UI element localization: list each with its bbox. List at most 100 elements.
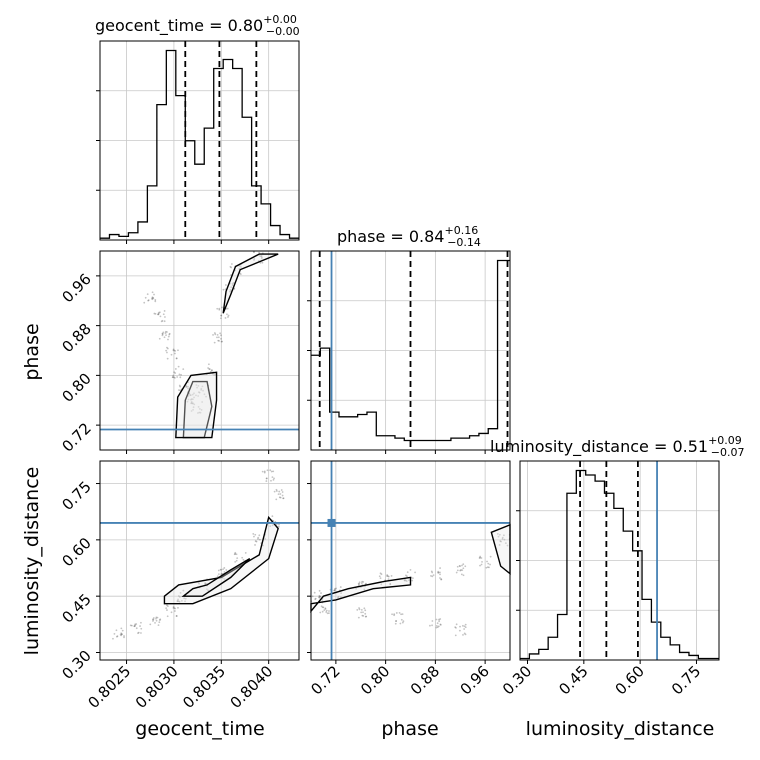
sample-point <box>140 632 142 634</box>
sample-point <box>226 313 228 316</box>
sample-point <box>275 488 278 491</box>
sample-point <box>464 623 467 626</box>
sample-point <box>411 579 414 582</box>
sample-point <box>270 470 273 473</box>
sample-point <box>319 595 322 598</box>
sample-point <box>358 583 361 585</box>
sample-point <box>459 625 461 628</box>
tick-label-y: 0.88 <box>58 320 94 356</box>
sample-point <box>191 393 194 396</box>
sample-point <box>464 565 467 568</box>
axes-frame <box>99 40 300 241</box>
sample-point <box>173 607 176 609</box>
sample-point <box>333 589 336 592</box>
sample-point <box>189 394 192 397</box>
sample-point <box>159 315 162 318</box>
contour-level <box>310 576 412 614</box>
sample-point <box>455 626 457 629</box>
sample-point <box>156 616 159 619</box>
sample-point <box>187 387 189 390</box>
sample-point <box>455 623 458 626</box>
sample-point <box>436 626 439 629</box>
sample-point <box>431 575 434 578</box>
sample-point <box>207 589 210 592</box>
sample-point <box>360 608 363 611</box>
sample-point <box>395 620 397 623</box>
sample-point <box>230 266 233 269</box>
sample-point <box>143 301 146 304</box>
sample-point <box>439 567 441 569</box>
sample-point <box>220 334 222 337</box>
sample-point <box>506 544 509 547</box>
sample-point <box>177 365 180 368</box>
sample-point <box>336 596 339 599</box>
sample-point <box>334 587 336 590</box>
sample-point <box>227 314 230 317</box>
sample-point <box>275 490 278 492</box>
sample-point <box>198 582 201 585</box>
sample-point <box>324 608 327 610</box>
tick-label-x: 0.96 <box>457 662 493 698</box>
xlabel-luminosity-distance: luminosity_distance <box>526 718 715 740</box>
sample-point <box>172 376 174 378</box>
sample-point <box>197 395 200 397</box>
sample-point <box>197 391 200 394</box>
sample-point <box>222 288 225 291</box>
sample-point <box>322 606 325 609</box>
sample-point <box>318 596 320 598</box>
sample-point <box>497 535 500 538</box>
sample-point <box>265 480 268 482</box>
sample-point <box>260 254 263 257</box>
sample-point <box>166 604 168 607</box>
tick-label-x: 0.8040 <box>227 662 277 712</box>
sample-point <box>429 624 431 627</box>
sample-point <box>177 600 180 603</box>
contour-level <box>175 371 218 439</box>
sample-point <box>272 478 275 481</box>
truth-marker <box>327 518 336 527</box>
sample-point <box>220 314 223 317</box>
sample-point <box>357 584 360 587</box>
xlabel-geocent-time: geocent_time <box>135 718 264 740</box>
sample-point <box>163 320 166 323</box>
sample-point <box>364 612 367 615</box>
sample-point <box>151 298 154 301</box>
sample-point <box>278 523 280 526</box>
sample-point <box>178 389 180 391</box>
sample-point <box>171 376 174 379</box>
axes-frame <box>519 460 720 661</box>
sample-point <box>184 600 186 603</box>
sample-point <box>281 491 284 493</box>
sample-point <box>454 626 457 629</box>
sample-point <box>192 402 194 405</box>
sample-point <box>405 574 407 577</box>
sample-point <box>504 542 507 545</box>
sample-point <box>200 408 203 411</box>
sample-point <box>210 369 213 371</box>
sample-point <box>153 312 156 315</box>
sample-point <box>265 477 268 480</box>
sample-point <box>112 637 114 640</box>
sample-point <box>190 402 193 405</box>
sample-point <box>157 312 160 315</box>
sample-point <box>478 557 481 559</box>
sample-point <box>455 571 458 574</box>
sample-point <box>234 551 237 554</box>
sample-point <box>120 627 123 630</box>
sample-point <box>394 622 397 625</box>
sample-point <box>333 589 336 592</box>
sample-point <box>318 594 321 597</box>
sample-point <box>152 297 154 299</box>
sample-point <box>221 306 223 309</box>
tick-label-y: 0.60 <box>58 534 94 570</box>
sample-point <box>147 299 150 302</box>
sample-point <box>318 589 321 592</box>
sample-point <box>224 284 227 286</box>
sample-point <box>253 535 255 538</box>
sample-point <box>152 620 154 622</box>
sample-point <box>147 299 150 302</box>
sample-point <box>320 605 323 608</box>
sample-point <box>182 589 185 592</box>
histogram-step <box>100 49 299 239</box>
